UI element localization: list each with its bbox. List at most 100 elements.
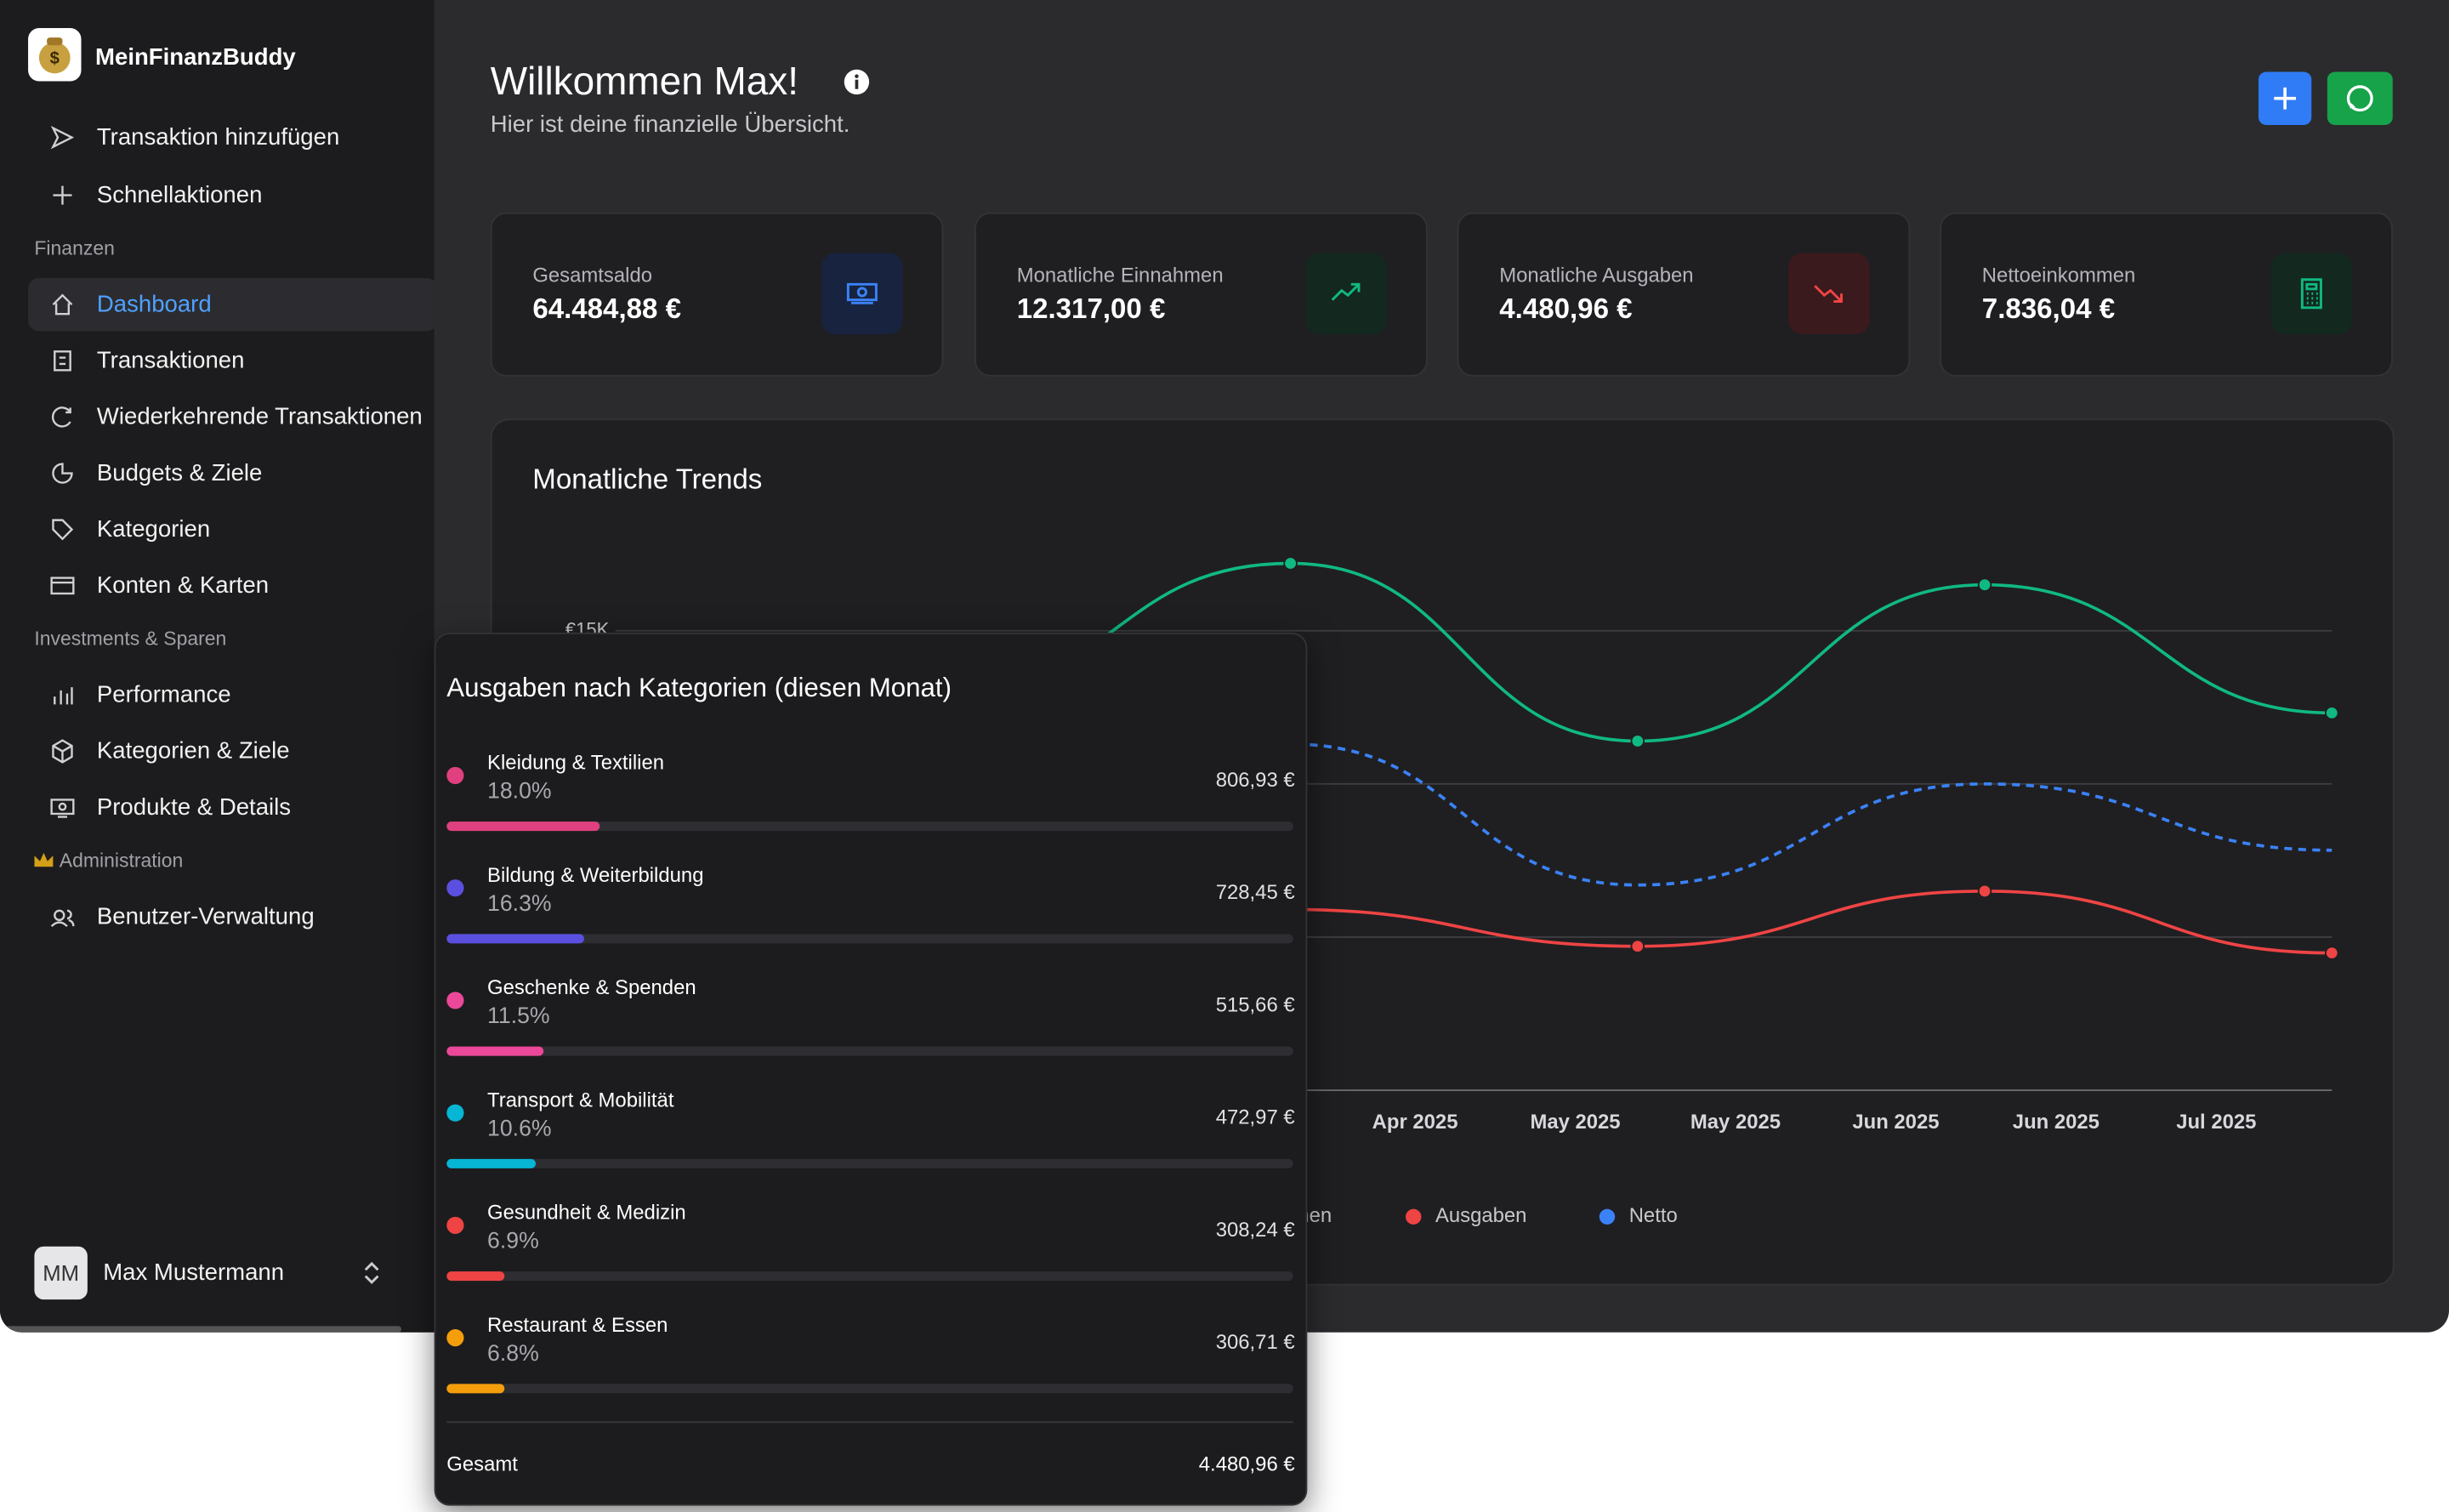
category-amount: 472,97 € bbox=[1215, 1105, 1295, 1129]
nav-item[interactable]: Transaktionen bbox=[96, 347, 245, 374]
stat-icon-glyph bbox=[1331, 282, 1361, 301]
nav-icon bbox=[51, 406, 71, 428]
whatsapp-button[interactable] bbox=[2327, 71, 2393, 125]
nav-icon bbox=[50, 799, 75, 818]
stat-label: Monatliche Ausgaben bbox=[1499, 263, 1694, 287]
stat-icon-glyph bbox=[2300, 278, 2322, 310]
nav-icon bbox=[50, 577, 75, 595]
category-dot bbox=[446, 1216, 464, 1235]
total-label: Gesamt bbox=[446, 1452, 518, 1475]
progress-bar bbox=[446, 1384, 504, 1394]
stat-card: Monatliche Ausgaben 4.480,96 € bbox=[1457, 212, 1911, 377]
data-point bbox=[2324, 706, 2339, 720]
x-tick-label: Jun 2025 bbox=[2013, 1111, 2100, 1134]
x-tick-label: May 2025 bbox=[1690, 1111, 1781, 1134]
data-point bbox=[2324, 946, 2339, 960]
nav-icon bbox=[54, 350, 71, 372]
stat-icon bbox=[2270, 253, 2353, 335]
category-percent: 16.3% bbox=[487, 891, 552, 918]
nav-item[interactable]: Produkte & Details bbox=[96, 793, 292, 821]
progress-bar bbox=[446, 1271, 505, 1282]
progress-track bbox=[446, 1158, 1293, 1168]
svg-text:$: $ bbox=[50, 49, 60, 68]
stat-icon-glyph bbox=[846, 282, 878, 304]
category-percent: 6.8% bbox=[487, 1341, 539, 1367]
nav-item[interactable]: Konten & Karten bbox=[96, 572, 270, 600]
stat-value: 7.836,04 € bbox=[1981, 293, 2116, 325]
category-name: Gesundheit & Medizin bbox=[487, 1200, 686, 1225]
app-window: $ MeinFinanzBuddy Transaktion hinzufügen… bbox=[0, 0, 2449, 1333]
nav-icon bbox=[52, 519, 74, 541]
category-amount: 306,71 € bbox=[1215, 1329, 1295, 1354]
app-name: MeinFinanzBuddy bbox=[95, 44, 296, 71]
nav-icon bbox=[54, 687, 73, 705]
stat-icon bbox=[1305, 253, 1388, 335]
nav-icon bbox=[52, 739, 73, 764]
category-amount: 728,45 € bbox=[1215, 879, 1295, 904]
stat-icon-glyph bbox=[1814, 285, 1843, 303]
chart-title: Monatliche Trends bbox=[532, 463, 762, 495]
nav-section-title: Finanzen bbox=[34, 237, 115, 259]
stat-card: Monatliche Einnahmen 12.317,00 € bbox=[974, 212, 1428, 377]
app-logo: $ bbox=[28, 28, 82, 82]
category-amount: 515,66 € bbox=[1215, 992, 1295, 1016]
user-menu-icon[interactable] bbox=[359, 1259, 384, 1287]
x-tick-label: Jun 2025 bbox=[1852, 1111, 1939, 1134]
nav-active-bg bbox=[28, 277, 435, 332]
category-dot bbox=[446, 1329, 464, 1347]
scrollbar bbox=[0, 1326, 402, 1333]
stat-value: 12.317,00 € bbox=[1016, 293, 1166, 325]
x-tick-label: May 2025 bbox=[1530, 1111, 1620, 1134]
progress-track bbox=[446, 821, 1293, 832]
nav-item[interactable]: Budgets & Ziele bbox=[96, 459, 263, 487]
nav-item[interactable]: Transaktion hinzufügen bbox=[96, 124, 340, 151]
data-point bbox=[1977, 884, 1992, 899]
nav-item[interactable]: Kategorien bbox=[96, 516, 211, 543]
data-point bbox=[1630, 734, 1645, 748]
stat-icon bbox=[821, 253, 903, 335]
legend-marker bbox=[1599, 1208, 1616, 1225]
category-name: Kleidung & Textilien bbox=[487, 750, 665, 775]
progress-track bbox=[446, 1046, 1293, 1056]
nav-item[interactable]: Dashboard bbox=[96, 291, 212, 318]
category-dot bbox=[446, 992, 464, 1009]
progress-bar bbox=[446, 934, 585, 944]
progress-bar bbox=[446, 1046, 544, 1056]
progress-track bbox=[446, 1384, 1293, 1394]
category-amount: 806,93 € bbox=[1215, 767, 1295, 792]
x-tick-label: Apr 2025 bbox=[1372, 1111, 1458, 1134]
nav-section-title: Investments & Sparen bbox=[34, 628, 227, 651]
add-button[interactable] bbox=[2258, 71, 2312, 125]
data-point bbox=[1977, 577, 1992, 592]
stat-value: 4.480,96 € bbox=[1499, 293, 1633, 325]
category-name: Restaurant & Essen bbox=[487, 1312, 668, 1337]
stat-label: Monatliche Einnahmen bbox=[1016, 263, 1224, 287]
category-percent: 18.0% bbox=[487, 779, 552, 804]
progress-track bbox=[446, 934, 1293, 944]
nav-item[interactable]: Performance bbox=[96, 681, 231, 708]
info-icon[interactable] bbox=[844, 69, 870, 95]
stat-value: 64.484,88 € bbox=[532, 293, 681, 325]
category-popup: Ausgaben nach Kategorien (diesen Monat) … bbox=[434, 632, 1308, 1506]
progress-bar bbox=[446, 821, 599, 832]
nav-item[interactable]: Benutzer-Verwaltung bbox=[96, 903, 315, 930]
data-point bbox=[1283, 556, 1298, 571]
nav-item[interactable]: Schnellaktionen bbox=[96, 181, 263, 209]
nav-section-title: Administration bbox=[59, 850, 184, 872]
popup-title: Ausgaben nach Kategorien (diesen Monat) bbox=[446, 673, 952, 703]
category-percent: 11.5% bbox=[487, 1004, 550, 1030]
category-dot bbox=[446, 766, 464, 785]
nav-item[interactable]: Kategorien & Ziele bbox=[96, 737, 290, 765]
nav-icon bbox=[52, 293, 73, 315]
category-amount: 308,24 € bbox=[1215, 1217, 1295, 1242]
total-value: 4.480,96 € bbox=[1198, 1452, 1295, 1475]
legend-marker bbox=[1406, 1208, 1422, 1225]
stat-label: Gesamtsaldo bbox=[532, 263, 653, 287]
category-percent: 6.9% bbox=[487, 1229, 539, 1254]
nav-icon bbox=[52, 463, 73, 484]
user-name[interactable]: Max Mustermann bbox=[103, 1259, 285, 1287]
x-tick-label: Jul 2025 bbox=[2176, 1111, 2256, 1134]
nav-item[interactable]: Wiederkehrende Transaktionen bbox=[96, 403, 423, 431]
stat-card: Nettoeinkommen 7.836,04 € bbox=[1940, 212, 2393, 377]
